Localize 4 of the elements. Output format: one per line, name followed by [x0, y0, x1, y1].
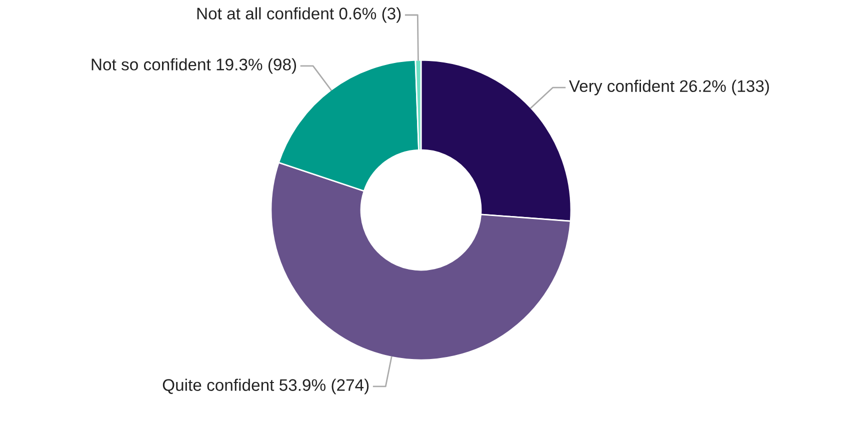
- slice-label: Very confident 26.2% (133): [568, 80, 769, 96]
- slice-label: Not at all confident 0.6% (3): [197, 7, 401, 23]
- slice-label: Quite confident 53.9% (274): [162, 378, 369, 394]
- slice-label: Not so confident 19.3% (98): [92, 58, 296, 74]
